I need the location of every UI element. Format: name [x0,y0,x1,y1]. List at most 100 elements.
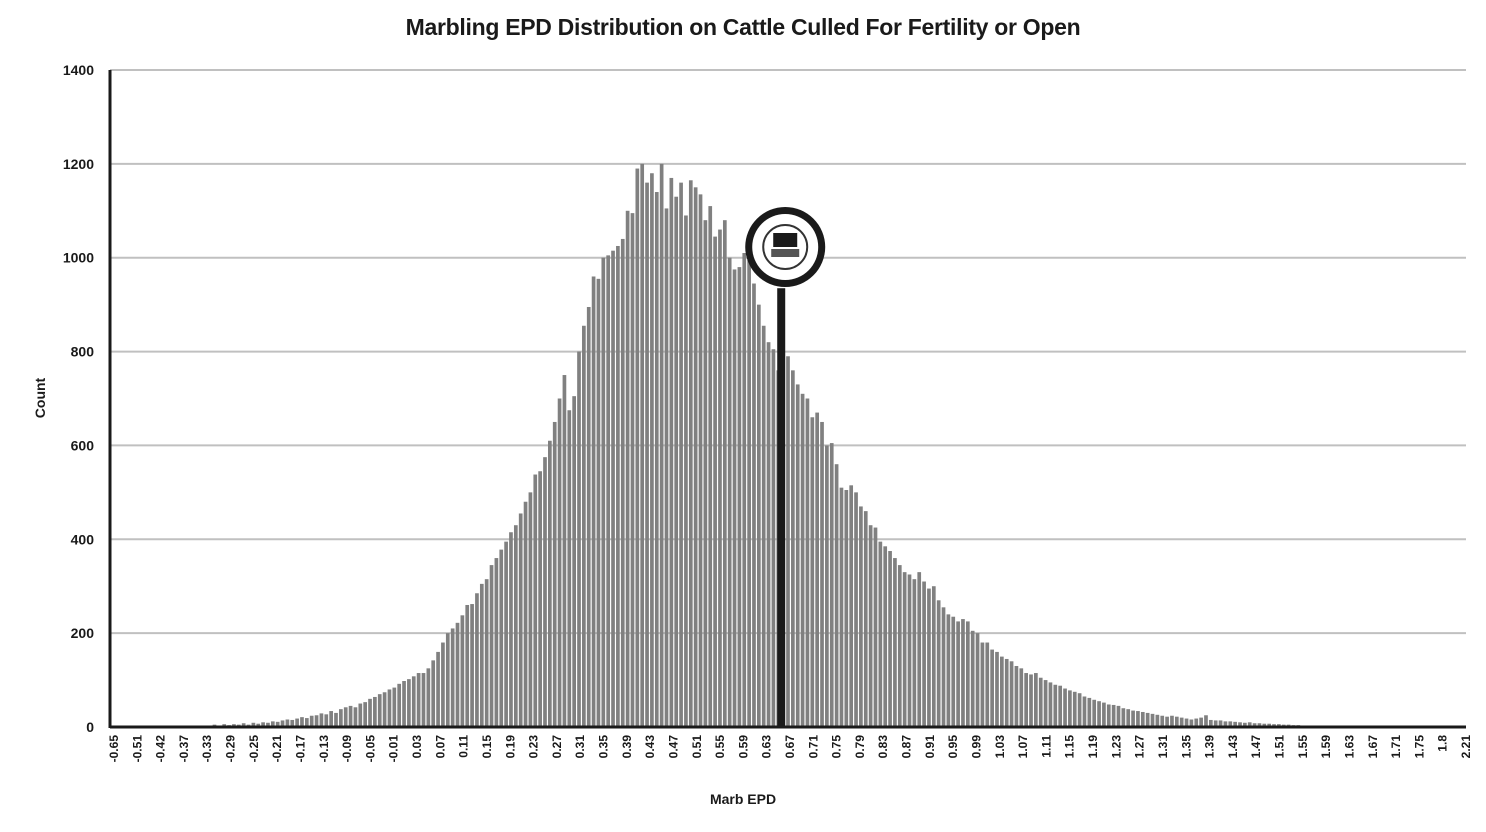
x-tick-label: 0.39 [620,735,634,759]
histogram-bar [407,679,411,727]
histogram-bar [1238,722,1242,727]
x-tick-label: -0.65 [107,735,121,763]
histogram-bar [295,718,299,727]
histogram-bar [825,445,829,727]
histogram-bar [1058,685,1063,727]
histogram-bar [708,206,713,728]
histogram-bar [1257,723,1262,727]
cab-badge-emblem [773,233,798,247]
histogram-bar [484,579,489,727]
histogram-bar [528,492,533,727]
histogram-bar [387,689,392,727]
histogram-bar [1077,693,1082,727]
histogram-bar [834,464,839,727]
histogram-bar [732,269,737,727]
histogram-bar [927,588,931,727]
histogram-bar [533,474,538,727]
histogram-bar [931,586,936,727]
x-tick-label: -0.29 [224,735,238,763]
histogram-bar [640,163,645,727]
histogram-bar [1009,661,1014,727]
x-tick-label: 0.59 [736,735,750,759]
histogram-bar [504,541,508,727]
histogram-bar [499,549,504,727]
histogram-bar [606,255,611,727]
histogram-bar [1034,673,1038,727]
x-tick-label: 0.71 [806,735,820,759]
histogram-bar [849,485,854,727]
histogram-bar [713,236,717,727]
histogram-bar [475,593,479,727]
histogram-bar [363,702,368,727]
histogram-bar [698,194,703,727]
histogram-bar [616,245,620,727]
histogram-bar [902,572,907,727]
histogram-bar [878,541,883,727]
x-tick-label: 1.19 [1086,735,1100,759]
histogram-bar [625,210,630,728]
histogram-bar [742,253,747,727]
x-tick-label: 0.79 [853,735,867,759]
cab-badge-banner [771,249,800,257]
x-tick-label: 0.91 [923,735,937,759]
histogram-bar [620,238,625,727]
histogram-bar [747,260,751,727]
histogram-bar [319,713,324,727]
histogram-bar [601,257,606,727]
histogram-bar [455,622,460,727]
y-tick-label: 1200 [63,156,94,172]
histogram-bar [893,558,897,727]
histogram-bar [1116,705,1121,727]
histogram-bar [873,527,878,727]
histogram-bar [1087,697,1092,727]
histogram-bar [654,192,659,727]
y-tick-labels: 0 200 400 600 800 1000 1200 1400 [63,62,94,735]
histogram-bar [727,257,732,727]
histogram-bar [839,487,844,727]
histogram-bar [907,574,912,727]
histogram-bar [368,698,372,727]
chart-title: Marbling EPD Distribution on Cattle Cull… [405,14,1081,40]
histogram-bar [688,180,693,727]
histogram-bar [1204,715,1208,727]
histogram-bar [1223,721,1228,727]
histogram-bar [883,546,888,727]
histogram-bar [577,351,581,727]
histogram-bar [1111,704,1116,727]
x-tick-label: 1.63 [1342,735,1356,759]
x-tick-label: 0.67 [783,735,797,759]
x-tick-label: -0.25 [247,735,261,763]
histogram-bar [509,532,513,727]
histogram-bar [591,276,596,727]
x-tick-label: 1.15 [1063,735,1077,759]
x-tick-label: 1.67 [1366,735,1380,759]
x-tick-label: 1.51 [1273,735,1287,759]
x-tick-label: 0.27 [550,735,564,759]
x-tick-label: 0.87 [900,735,914,759]
histogram-bar [1252,723,1257,727]
histogram-bar [426,668,431,727]
histogram-bar [548,440,552,727]
histogram-bar [324,714,329,727]
histogram-bar [251,722,256,727]
x-tick-label: 0.51 [690,735,704,759]
histogram-bar [800,393,805,727]
histogram-bar [1213,720,1218,727]
histogram-bar [460,615,465,727]
histogram-bar [582,325,586,727]
histogram-bar [329,711,333,727]
histogram-bar [436,651,440,727]
histogram-bar [674,196,679,727]
histogram-bar [1048,682,1053,727]
x-tick-label: 1.75 [1412,735,1426,759]
x-tick-label: 0.15 [480,735,494,759]
histogram-bar [1014,665,1019,727]
histogram-bar [703,220,708,727]
histogram-bar [771,349,776,727]
histogram-bar [543,457,547,727]
histogram-bar [572,396,576,727]
histogram-bar [1179,717,1184,727]
histogram-bar [1121,708,1126,727]
histogram-bar [737,267,742,727]
histogram-bar [1262,723,1267,727]
